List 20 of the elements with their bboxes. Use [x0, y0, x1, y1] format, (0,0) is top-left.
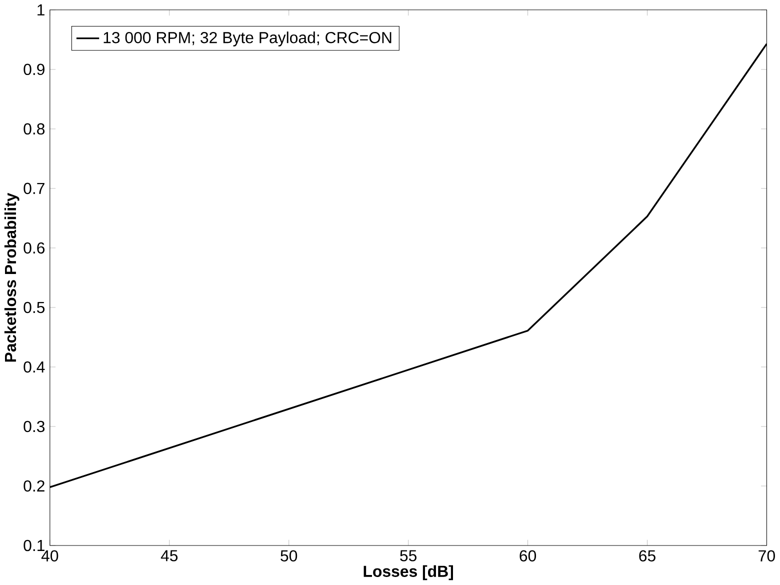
- y-tick-label: 0.9: [24, 64, 44, 76]
- y-tick-label: 0.5: [24, 302, 45, 314]
- y-tick-label: 0.4: [24, 362, 45, 373]
- x-tick-label: 50: [280, 550, 298, 562]
- y-axis-title: Packetloss Probability: [4, 193, 20, 362]
- y-tick-label: 0.8: [24, 124, 45, 135]
- y-tick-label: 0.1: [24, 540, 44, 552]
- x-tick-label: 65: [639, 550, 656, 562]
- y-tick-label: 1: [38, 4, 44, 16]
- x-tick-label: 55: [400, 550, 416, 562]
- y-tick-label: 0.6: [24, 242, 45, 254]
- x-tick-label: 40: [41, 550, 58, 562]
- legend-label: 13 000 RPM; 32 Byte Payload; CRC=ON: [104, 32, 392, 47]
- x-tick-label: 45: [160, 550, 178, 562]
- x-axis-title: Losses [dB]: [364, 566, 453, 580]
- y-tick-label: 0.2: [24, 480, 44, 492]
- x-tick-label: 70: [758, 550, 775, 562]
- x-tick-label: 60: [520, 550, 536, 562]
- y-tick-label: 0.7: [24, 183, 44, 194]
- y-tick-label: 0.3: [24, 421, 45, 432]
